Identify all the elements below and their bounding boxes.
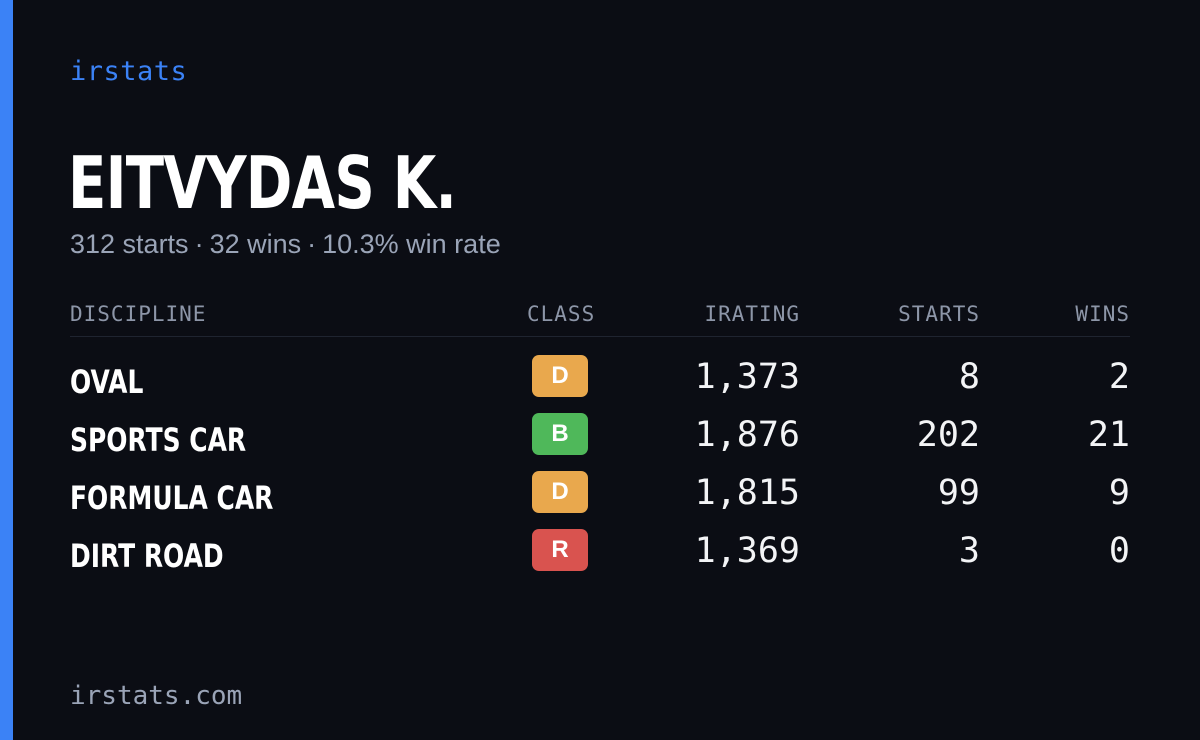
discipline-name: FORMULA CAR — [70, 479, 274, 517]
class-badge: D — [532, 471, 588, 513]
accent-bar — [0, 0, 13, 740]
header-class: CLASS — [527, 302, 596, 326]
header-irating: IRATING — [704, 302, 800, 326]
table-row: DIRT ROAD R 1,369 3 0 — [70, 527, 1130, 585]
discipline-name: DIRT ROAD — [70, 537, 224, 575]
header-discipline: DISCIPLINE — [70, 302, 207, 326]
summary-separator: · — [307, 229, 317, 259]
starts-value: 3 — [958, 531, 980, 571]
driver-summary: 312 starts · 32 wins · 10.3% win rate — [70, 229, 501, 260]
header-wins: WINS — [1075, 302, 1130, 326]
header-starts: STARTS — [898, 302, 980, 326]
discipline-name: SPORTS CAR — [70, 421, 247, 459]
wins-value: 2 — [1108, 357, 1130, 397]
starts-value: 202 — [916, 415, 980, 455]
wins-value: 9 — [1108, 473, 1130, 513]
table-row: OVAL D 1,373 8 2 — [70, 353, 1130, 411]
win-rate: 10.3% win rate — [322, 229, 501, 259]
starts-count: 312 starts — [70, 229, 189, 259]
irating-value: 1,876 — [694, 415, 800, 455]
wins-value: 0 — [1108, 531, 1130, 571]
irating-value: 1,373 — [694, 357, 800, 397]
table-row: SPORTS CAR B 1,876 202 21 — [70, 411, 1130, 469]
class-badge: R — [532, 529, 588, 571]
irating-value: 1,369 — [694, 531, 800, 571]
wins-count: 32 wins — [209, 229, 302, 259]
class-badge: B — [532, 413, 588, 455]
table-row: FORMULA CAR D 1,815 99 9 — [70, 469, 1130, 527]
starts-value: 99 — [937, 473, 980, 513]
class-badge: D — [532, 355, 588, 397]
footer-url: irstats.com — [70, 681, 243, 711]
summary-separator: · — [194, 229, 204, 259]
starts-value: 8 — [958, 357, 980, 397]
wins-value: 21 — [1087, 415, 1130, 455]
stats-table: DISCIPLINE CLASS IRATING STARTS WINS OVA… — [70, 298, 1130, 585]
discipline-name: OVAL — [70, 363, 144, 401]
brand-logo-text: irstats — [70, 56, 188, 87]
table-body: OVAL D 1,373 8 2 SPORTS CAR B 1,876 202 … — [70, 337, 1130, 585]
irating-value: 1,815 — [694, 473, 800, 513]
table-header: DISCIPLINE CLASS IRATING STARTS WINS — [70, 298, 1130, 337]
driver-name: EITVYDAS K. — [68, 141, 457, 225]
